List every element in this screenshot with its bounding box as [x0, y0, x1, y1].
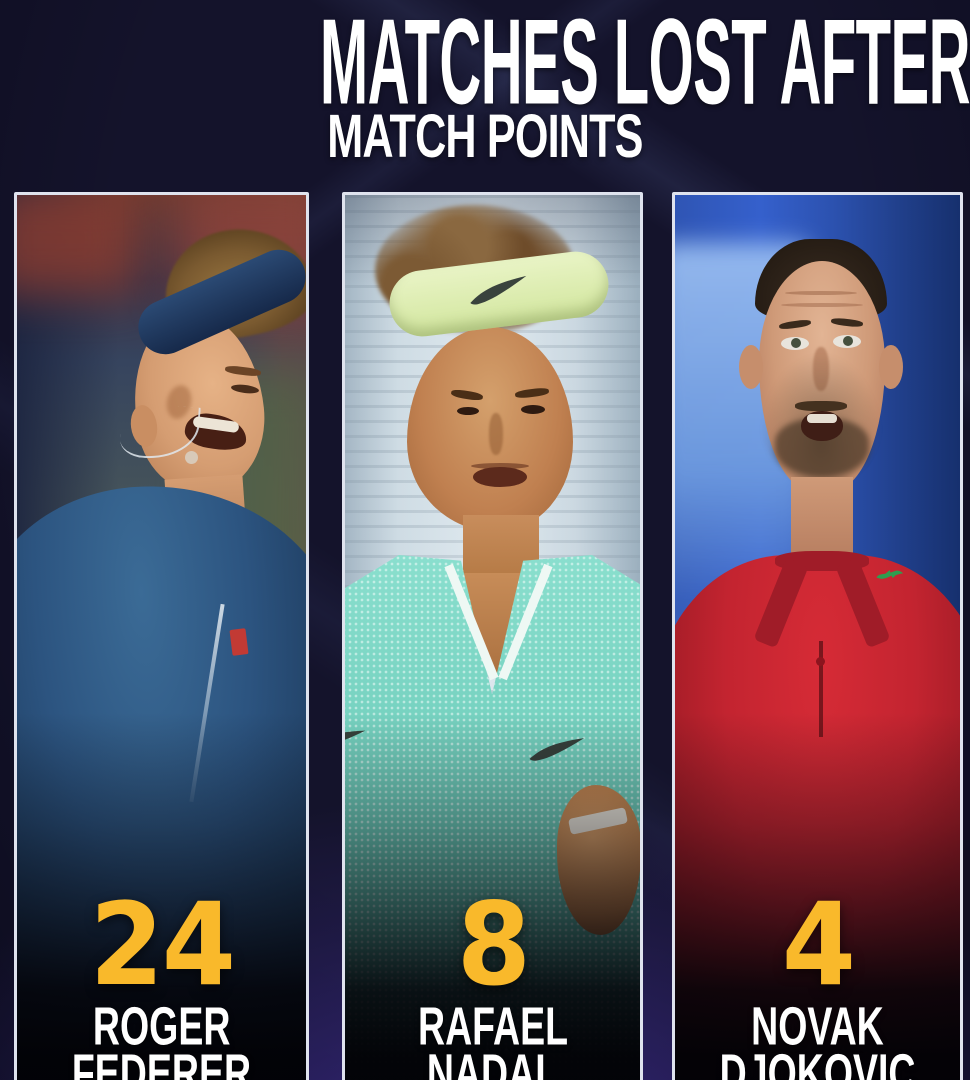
- subtitle: MATCH POINTS: [0, 103, 970, 171]
- first-name: ROGER: [92, 995, 231, 1057]
- stat-nadal: 8: [345, 878, 640, 1012]
- player-card-federer: 24 ROGER FEDERER: [14, 192, 309, 1080]
- subtitle-text: MATCH POINTS: [327, 102, 643, 172]
- player-card-nadal: 8 RAFAEL NADAL: [342, 192, 643, 1080]
- last-name: NADAL: [426, 1042, 559, 1080]
- bottom-fade-overlay: [675, 195, 960, 1080]
- first-name: RAFAEL: [417, 995, 568, 1057]
- stat-federer: 24: [17, 878, 306, 1012]
- player-name-nadal: RAFAEL NADAL: [345, 995, 640, 1080]
- last-name: DJOKOVIC: [719, 1042, 916, 1080]
- player-name-federer: ROGER FEDERER: [17, 995, 306, 1080]
- player-card-djokovic: 4 NOVAK DJOKOVIC: [672, 192, 963, 1080]
- stat-number-federer: 24: [89, 878, 235, 1012]
- bottom-fade-overlay: [345, 195, 640, 1080]
- last-name: FEDERER: [71, 1042, 252, 1080]
- player-name-djokovic: NOVAK DJOKOVIC: [675, 995, 960, 1080]
- stat-djokovic: 4: [675, 878, 960, 1012]
- main-title: MATCHES LOST AFTER HAVING: [0, 0, 970, 130]
- main-title-text: MATCHES LOST AFTER HAVING: [319, 0, 970, 131]
- stat-number-nadal: 8: [456, 878, 530, 1012]
- bottom-fade-overlay: [17, 195, 306, 1080]
- first-name: NOVAK: [751, 995, 884, 1057]
- stat-number-djokovic: 4: [781, 878, 855, 1012]
